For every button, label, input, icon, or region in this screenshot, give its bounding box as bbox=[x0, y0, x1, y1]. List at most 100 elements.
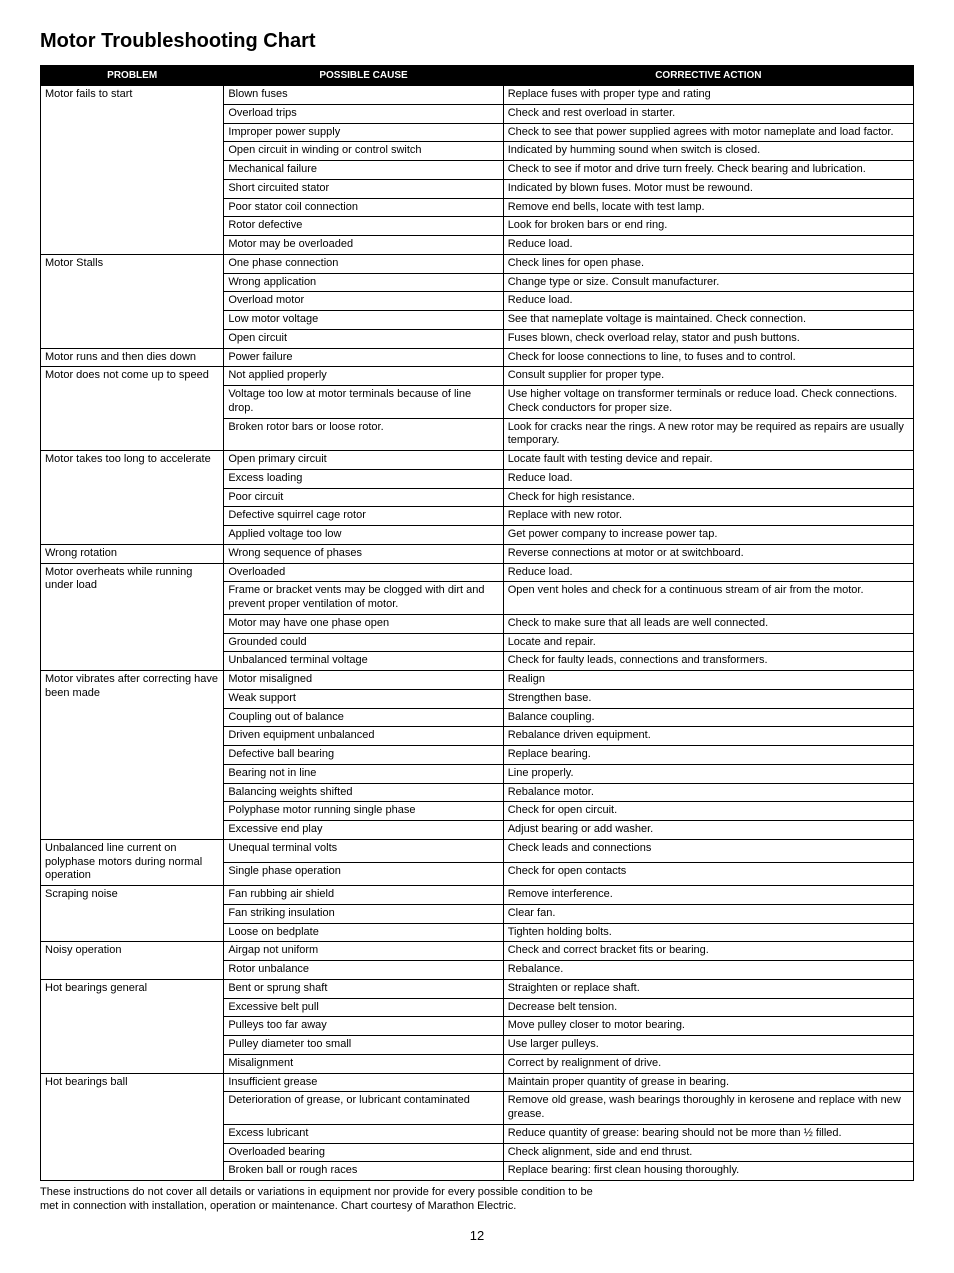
cell-cause: Overload motor bbox=[224, 292, 503, 311]
cell-cause: Fan rubbing air shield bbox=[224, 886, 503, 905]
cell-cause: Insufficient grease bbox=[224, 1073, 503, 1092]
cell-cause: Weak support bbox=[224, 689, 503, 708]
cell-problem: Wrong rotation bbox=[41, 544, 224, 563]
cell-problem: Hot bearings general bbox=[41, 979, 224, 1073]
table-row: Hot bearings generalBent or sprung shaft… bbox=[41, 979, 914, 998]
cell-action: Adjust bearing or add washer. bbox=[503, 821, 913, 840]
footnote-line2: met in connection with installation, ope… bbox=[40, 1200, 516, 1212]
cell-action: Check for high resistance. bbox=[503, 488, 913, 507]
cell-action: Strengthen base. bbox=[503, 689, 913, 708]
cell-action: Fuses blown, check overload relay, stato… bbox=[503, 329, 913, 348]
cell-action: Locate fault with testing device and rep… bbox=[503, 451, 913, 470]
cell-action: Reduce load. bbox=[503, 236, 913, 255]
cell-action: Rebalance driven equipment. bbox=[503, 727, 913, 746]
table-row: Wrong rotationWrong sequence of phasesRe… bbox=[41, 544, 914, 563]
table-row: Motor runs and then dies downPower failu… bbox=[41, 348, 914, 367]
cell-cause: Wrong application bbox=[224, 273, 503, 292]
cell-action: Realign bbox=[503, 671, 913, 690]
footnote: These instructions do not cover all deta… bbox=[40, 1185, 914, 1214]
cell-action: Straighten or replace shaft. bbox=[503, 979, 913, 998]
cell-cause: Pulley diameter too small bbox=[224, 1036, 503, 1055]
cell-problem: Hot bearings ball bbox=[41, 1073, 224, 1181]
cell-action: Indicated by blown fuses. Motor must be … bbox=[503, 179, 913, 198]
cell-action: Locate and repair. bbox=[503, 633, 913, 652]
cell-cause: Overloaded bearing bbox=[224, 1143, 503, 1162]
cell-cause: Open circuit in winding or control switc… bbox=[224, 142, 503, 161]
cell-problem: Motor overheats while running under load bbox=[41, 563, 224, 671]
header-problem: PROBLEM bbox=[41, 66, 224, 86]
table-row: Motor vibrates after correcting have bee… bbox=[41, 671, 914, 690]
cell-action: Indicated by humming sound when switch i… bbox=[503, 142, 913, 161]
cell-cause: Grounded could bbox=[224, 633, 503, 652]
cell-cause: Unequal terminal volts bbox=[224, 839, 503, 862]
cell-cause: Overload trips bbox=[224, 104, 503, 123]
cell-cause: Poor circuit bbox=[224, 488, 503, 507]
cell-action: Remove interference. bbox=[503, 886, 913, 905]
cell-cause: Defective squirrel cage rotor bbox=[224, 507, 503, 526]
cell-cause: Overloaded bbox=[224, 563, 503, 582]
cell-action: Check to see if motor and drive turn fre… bbox=[503, 161, 913, 180]
cell-action: Replace bearing. bbox=[503, 746, 913, 765]
cell-problem: Scraping noise bbox=[41, 886, 224, 942]
table-row: Motor fails to startBlown fusesReplace f… bbox=[41, 86, 914, 105]
cell-cause: Open primary circuit bbox=[224, 451, 503, 470]
cell-action: Use higher voltage on transformer termin… bbox=[503, 386, 913, 419]
cell-action: Line properly. bbox=[503, 764, 913, 783]
cell-cause: Applied voltage too low bbox=[224, 526, 503, 545]
cell-action: Use larger pulleys. bbox=[503, 1036, 913, 1055]
cell-cause: Motor may be overloaded bbox=[224, 236, 503, 255]
table-row: Motor takes too long to accelerateOpen p… bbox=[41, 451, 914, 470]
cell-cause: Broken ball or rough races bbox=[224, 1162, 503, 1181]
cell-cause: Excess lubricant bbox=[224, 1124, 503, 1143]
cell-action: Reduce load. bbox=[503, 469, 913, 488]
cell-cause: Airgap not uniform bbox=[224, 942, 503, 961]
cell-action: Get power company to increase power tap. bbox=[503, 526, 913, 545]
cell-cause: Rotor unbalance bbox=[224, 961, 503, 980]
cell-problem: Motor takes too long to accelerate bbox=[41, 451, 224, 545]
cell-cause: Voltage too low at motor terminals becau… bbox=[224, 386, 503, 419]
cell-action: Reduce load. bbox=[503, 563, 913, 582]
cell-cause: Power failure bbox=[224, 348, 503, 367]
cell-action: Check alignment, side and end thrust. bbox=[503, 1143, 913, 1162]
cell-cause: Poor stator coil connection bbox=[224, 198, 503, 217]
troubleshooting-table: PROBLEM POSSIBLE CAUSE CORRECTIVE ACTION… bbox=[40, 65, 914, 1181]
cell-action: Look for broken bars or end ring. bbox=[503, 217, 913, 236]
cell-action: Reduce load. bbox=[503, 292, 913, 311]
cell-action: Remove old grease, wash bearings thoroug… bbox=[503, 1092, 913, 1125]
table-row: Scraping noiseFan rubbing air shieldRemo… bbox=[41, 886, 914, 905]
cell-action: Check for open circuit. bbox=[503, 802, 913, 821]
cell-cause: Bent or sprung shaft bbox=[224, 979, 503, 998]
cell-action: Check for loose connections to line, to … bbox=[503, 348, 913, 367]
table-header-row: PROBLEM POSSIBLE CAUSE CORRECTIVE ACTION bbox=[41, 66, 914, 86]
cell-cause: Fan striking insulation bbox=[224, 904, 503, 923]
cell-action: Check for faulty leads, connections and … bbox=[503, 652, 913, 671]
cell-problem: Motor vibrates after correcting have bee… bbox=[41, 671, 224, 840]
cell-cause: Single phase operation bbox=[224, 862, 503, 885]
cell-cause: Defective ball bearing bbox=[224, 746, 503, 765]
cell-cause: Low motor voltage bbox=[224, 311, 503, 330]
cell-action: Open vent holes and check for a continuo… bbox=[503, 582, 913, 615]
cell-cause: Driven equipment unbalanced bbox=[224, 727, 503, 746]
cell-cause: Open circuit bbox=[224, 329, 503, 348]
cell-cause: Excessive belt pull bbox=[224, 998, 503, 1017]
cell-action: Clear fan. bbox=[503, 904, 913, 923]
cell-action: Rebalance motor. bbox=[503, 783, 913, 802]
cell-cause: Excessive end play bbox=[224, 821, 503, 840]
cell-cause: Rotor defective bbox=[224, 217, 503, 236]
page-title: Motor Troubleshooting Chart bbox=[40, 30, 914, 53]
cell-cause: Frame or bracket vents may be clogged wi… bbox=[224, 582, 503, 615]
cell-cause: Loose on bedplate bbox=[224, 923, 503, 942]
header-action: CORRECTIVE ACTION bbox=[503, 66, 913, 86]
cell-cause: Pulleys too far away bbox=[224, 1017, 503, 1036]
cell-cause: Unbalanced terminal voltage bbox=[224, 652, 503, 671]
cell-action: Replace bearing: first clean housing tho… bbox=[503, 1162, 913, 1181]
cell-cause: Motor misaligned bbox=[224, 671, 503, 690]
cell-problem: Motor runs and then dies down bbox=[41, 348, 224, 367]
cell-action: Check for open contacts bbox=[503, 862, 913, 885]
page-number: 12 bbox=[40, 1228, 914, 1243]
cell-action: Check lines for open phase. bbox=[503, 254, 913, 273]
cell-action: Correct by realignment of drive. bbox=[503, 1054, 913, 1073]
cell-cause: Balancing weights shifted bbox=[224, 783, 503, 802]
cell-action: Reduce quantity of grease: bearing shoul… bbox=[503, 1124, 913, 1143]
cell-problem: Motor does not come up to speed bbox=[41, 367, 224, 451]
